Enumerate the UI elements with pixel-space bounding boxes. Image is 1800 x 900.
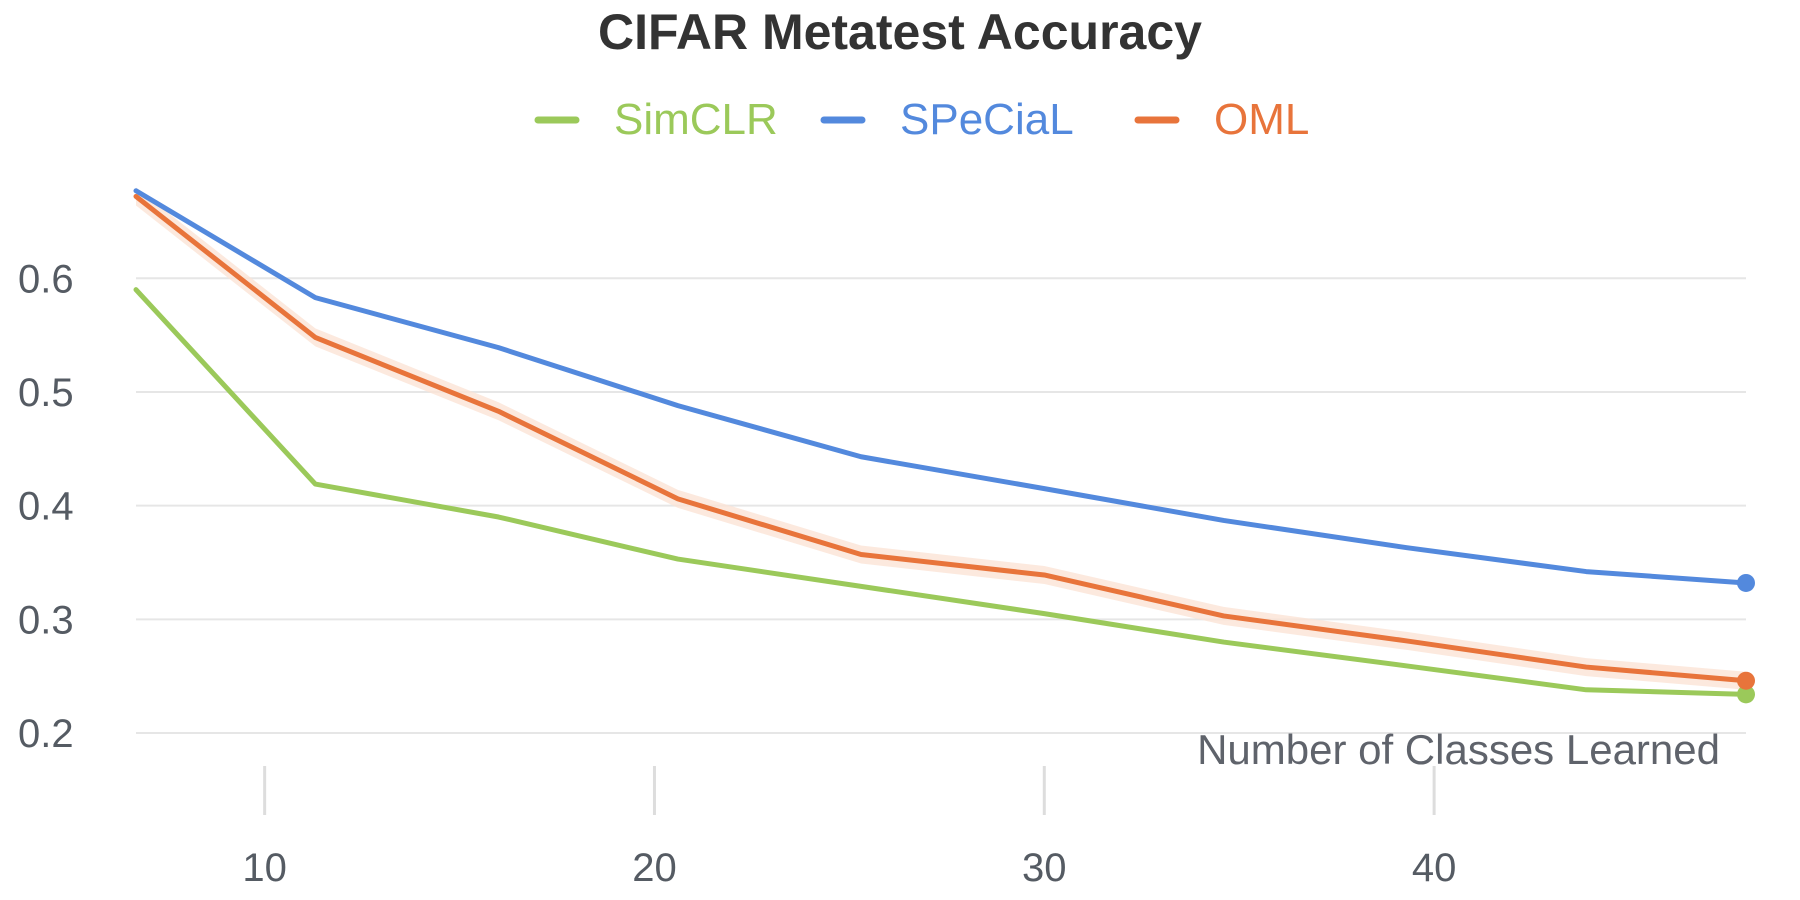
legend-label-oml[interactable]: OML — [1214, 95, 1309, 144]
legend-label-simclr[interactable]: SimCLR — [614, 95, 778, 144]
series-end-point-oml — [1737, 671, 1755, 690]
x-tick-label: 10 — [242, 846, 287, 890]
series-end-point-simclr — [1737, 685, 1755, 704]
y-tick-label: 0.4 — [18, 485, 74, 529]
x-axis-label: Number of Classes Learned — [1197, 726, 1720, 773]
series-line-special — [133, 188, 1749, 586]
series-line-oml — [133, 193, 1749, 684]
legend-label-special[interactable]: SPeCiaL — [900, 95, 1074, 144]
chart-title: CIFAR Metatest Accuracy — [598, 4, 1202, 60]
y-tick-label: 0.2 — [18, 712, 74, 756]
y-tick-label: 0.5 — [18, 371, 74, 415]
series-line-simclr — [133, 287, 1749, 697]
x-tick-label: 40 — [1412, 846, 1457, 890]
y-tick-label: 0.3 — [18, 598, 74, 642]
series-band-oml — [136, 187, 1746, 690]
series-end-point-special — [1737, 573, 1755, 592]
y-tick-label: 0.6 — [18, 257, 74, 301]
x-tick-label: 20 — [632, 846, 677, 890]
x-tick-label: 30 — [1022, 846, 1067, 890]
